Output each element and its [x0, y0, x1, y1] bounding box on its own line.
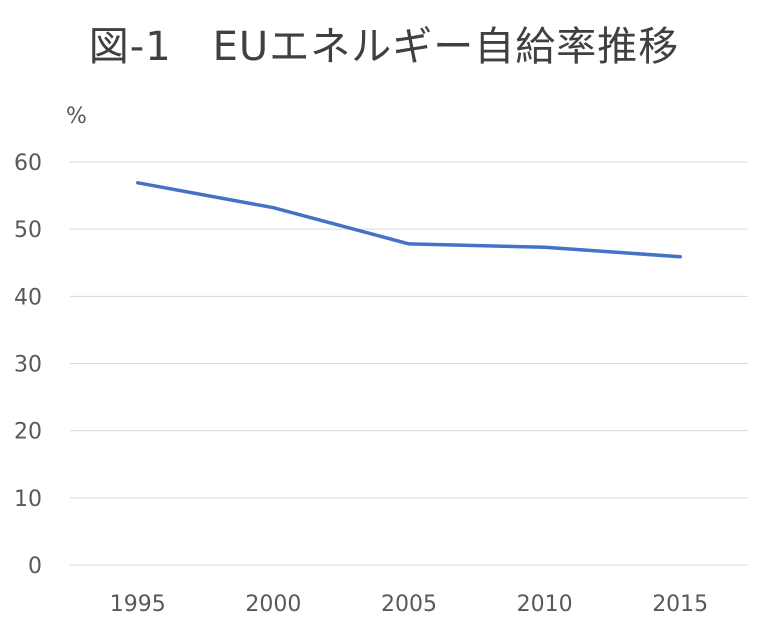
series-line	[136, 181, 682, 259]
y-tick-label: 30	[14, 353, 42, 378]
y-tick-label: 50	[14, 218, 42, 243]
y-axis-unit-label: %	[66, 104, 87, 129]
data-point	[407, 242, 411, 246]
data-point	[136, 181, 140, 185]
x-tick-label: 2010	[517, 592, 573, 617]
data-point	[271, 206, 275, 210]
x-tick-label: 2005	[381, 592, 437, 617]
y-tick-label: 60	[14, 151, 42, 176]
y-tick-label: 10	[14, 487, 42, 512]
x-tick-label: 2000	[245, 592, 301, 617]
x-tick-label: 2015	[652, 592, 708, 617]
chart-title: 図-1 EUエネルギー自給率推移	[88, 24, 680, 70]
data-point	[543, 245, 547, 249]
data-point	[678, 255, 682, 259]
y-tick-label: 20	[14, 420, 42, 445]
x-tick-label: 1995	[110, 592, 166, 617]
y-tick-label: 0	[28, 554, 42, 579]
y-tick-label: 40	[14, 285, 42, 310]
